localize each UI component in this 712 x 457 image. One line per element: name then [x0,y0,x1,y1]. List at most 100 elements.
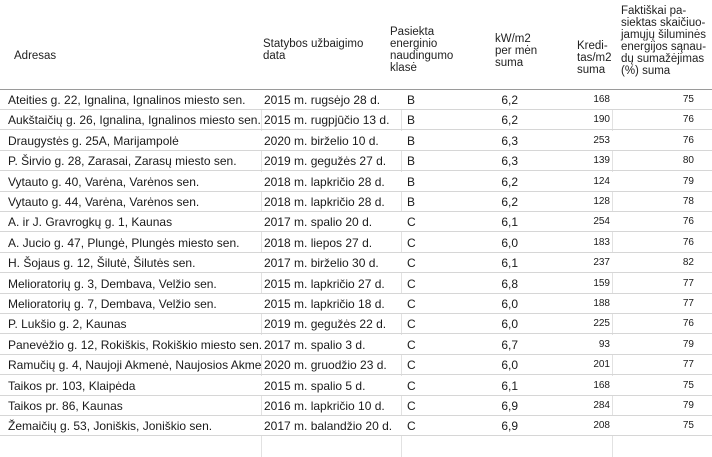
header-line: naudingumo [390,50,454,62]
header-line: jamųjų šiluminės [621,29,707,41]
table-row[interactable]: Draugystės g. 25A, Marijampolė 2020 m. bi… [0,130,712,151]
cell-kw-per-month: 6,0 [501,235,518,250]
table-row[interactable]: Melioratorių g. 3, Dembava, Velžio sen. 2… [0,274,712,294]
cell-date: 2019 m. gegužės 27 d. [264,154,387,169]
header-line: data [263,50,286,62]
cell-credit: 93 [598,338,610,350]
cell-energy-class: C [407,256,416,271]
table-row[interactable]: Melioratorių g. 7, Dembava, Velžio sen. 2… [0,294,712,314]
cell-credit: 208 [593,420,610,432]
header-line: Statybos užbaigimo [263,38,364,50]
header-line: klasė [390,62,417,74]
header-line: per mėn [495,45,538,57]
cell-address: Draugystės g. 25A, Marijampolė [8,133,179,148]
cell-kw-per-month: 6,1 [501,256,518,271]
cell-date: 2017 m. birželio 30 d. [264,256,379,271]
cell-date: 2018 m. lapkričio 28 d. [264,174,385,189]
cell-date: 2017 m. spalio 3 d. [264,337,366,352]
column-divider [401,90,402,457]
cell-actual-reduction: 77 [682,277,694,289]
cell-actual-reduction: 76 [682,236,694,248]
cell-date: 2015 m. spalio 5 d. [264,378,366,393]
table-row[interactable]: Žemaičių g. 53, Joniškis, Joniškio sen. 2… [0,416,712,437]
header-line: kW/m2 [495,33,531,45]
header-line: tas/m2 [577,52,612,64]
cell-credit: 188 [593,298,610,309]
cell-date: 2018 m. liepos 27 d. [264,235,373,250]
cell-kw-per-month: 6,2 [501,174,518,189]
cell-actual-reduction: 75 [682,379,694,391]
cell-address: Ramučių g. 4, Naujoji Akmenė, Naujosios … [8,358,261,373]
cell-date: 2019 m. gegužės 22 d. [264,317,387,332]
header-date[interactable]: Statybos užbaigimo data [263,38,363,62]
cell-credit: 168 [593,379,610,391]
cell-credit: 128 [593,196,610,207]
table-row[interactable]: Panevėžio g. 12, Rokiškis, Rokiškio mies… [0,334,712,355]
cell-credit: 139 [593,155,610,167]
cell-credit: 168 [593,94,610,105]
cell-energy-class: B [407,195,416,209]
cell-credit: 183 [593,236,610,248]
cell-actual-reduction: 75 [682,420,694,432]
table-row[interactable]: P. Lukšio g. 2, Kaunas 2019 m. gegužės 22… [0,314,712,335]
header-line: suma [495,57,524,69]
cell-credit: 254 [593,216,610,228]
cell-date: 2015 m. lapkričio 27 d. [264,276,385,291]
cell-kw-per-month: 6,0 [501,297,518,311]
header-line: (%) suma [621,65,671,77]
cell-date: 2015 m. lapkričio 18 d. [264,297,385,311]
cell-credit: 124 [593,175,610,187]
cell-address: P. Lukšio g. 2, Kaunas [8,317,127,332]
cell-actual-reduction: 79 [682,400,694,411]
cell-date: 2017 m. spalio 20 d. [264,215,373,230]
table-row[interactable]: Vytauto g. 44, Varėna, Varėnos sen. 2018 … [0,192,712,212]
cell-actual-reduction: 80 [682,155,694,167]
cell-kw-per-month: 6,9 [501,399,518,413]
table-row[interactable]: P. Širvio g. 28, Zarasai, Zarasų miesto … [0,151,712,172]
cell-credit: 284 [593,400,610,411]
header-kw-per-month[interactable]: kW/m2 per mėn suma [495,33,537,69]
cell-kw-per-month: 6,2 [501,93,518,107]
cell-kw-per-month: 6,7 [501,337,518,352]
cell-kw-per-month: 6,3 [501,133,518,148]
cell-address: Melioratorių g. 7, Dembava, Velžio sen. [8,297,217,311]
cell-actual-reduction: 77 [682,298,694,309]
cell-date: 2018 m. lapkričio 28 d. [264,195,385,209]
cell-kw-per-month: 6,0 [501,317,518,332]
table-row[interactable]: H. Šojaus g. 12, Šilutė, Šilutės sen. 201… [0,253,712,274]
header-line: Faktiškai pa- [621,5,687,17]
header-address[interactable]: Adresas [14,50,57,62]
cell-credit: 190 [593,114,610,126]
cell-actual-reduction: 76 [682,134,694,146]
cell-kw-per-month: 6,3 [501,154,518,169]
column-divider [261,90,262,457]
header-actual-reduction[interactable]: Faktiškai pa- siektas skaičiuo- jamųjų š… [621,5,706,77]
cell-energy-class: C [407,276,416,291]
header-credit[interactable]: Kredi- tas/m2 suma [577,40,612,76]
table-row[interactable]: Ateities g. 22, Ignalina, Ignalinos mies… [0,90,712,110]
cell-kw-per-month: 6,1 [501,215,518,230]
cell-address: Ateities g. 22, Ignalina, Ignalinos mies… [8,93,246,107]
table-row[interactable]: Taikos pr. 103, Klaipėda 2015 m. spalio 5… [0,375,712,396]
cell-date: 2017 m. balandžio 20 d. [264,419,393,434]
cell-date: 2015 m. rugpjūčio 13 d. [264,113,390,128]
table-row[interactable]: Vytauto g. 40, Varėna, Varėnos sen. 2018 … [0,171,712,192]
table-row[interactable]: Ramučių g. 4, Naujoji Akmenė, Naujosios … [0,355,712,376]
cell-energy-class: C [407,358,416,373]
cell-credit: 237 [593,257,610,269]
header-line: siektas skaičiuo- [621,17,706,29]
table-row[interactable]: Aukštaičių g. 26, Ignalina, Ignalinos mi… [0,110,712,131]
table-row[interactable]: A. Jucio g. 47, Plungė, Plungės miesto s… [0,233,712,253]
table-row[interactable]: A. ir J. Gravrogkų g. 1, Kaunas 2017 m. s… [0,212,712,233]
cell-address: Panevėžio g. 12, Rokiškis, Rokiškio mies… [8,337,261,352]
column-divider [612,90,613,457]
cell-address: Vytauto g. 44, Varėna, Varėnos sen. [8,195,200,209]
cell-actual-reduction: 76 [682,216,694,228]
table-row[interactable]: Taikos pr. 86, Kaunas 2016 m. lapkričio 1… [0,396,712,416]
cell-date: 2016 m. lapkričio 10 d. [264,399,385,413]
header-energy-class[interactable]: Pasiekta energinio naudingumo klasė [390,26,453,74]
cell-address: P. Širvio g. 28, Zarasai, Zarasų miesto … [8,154,237,169]
cell-energy-class: C [407,378,416,393]
cell-energy-class: B [407,93,416,107]
